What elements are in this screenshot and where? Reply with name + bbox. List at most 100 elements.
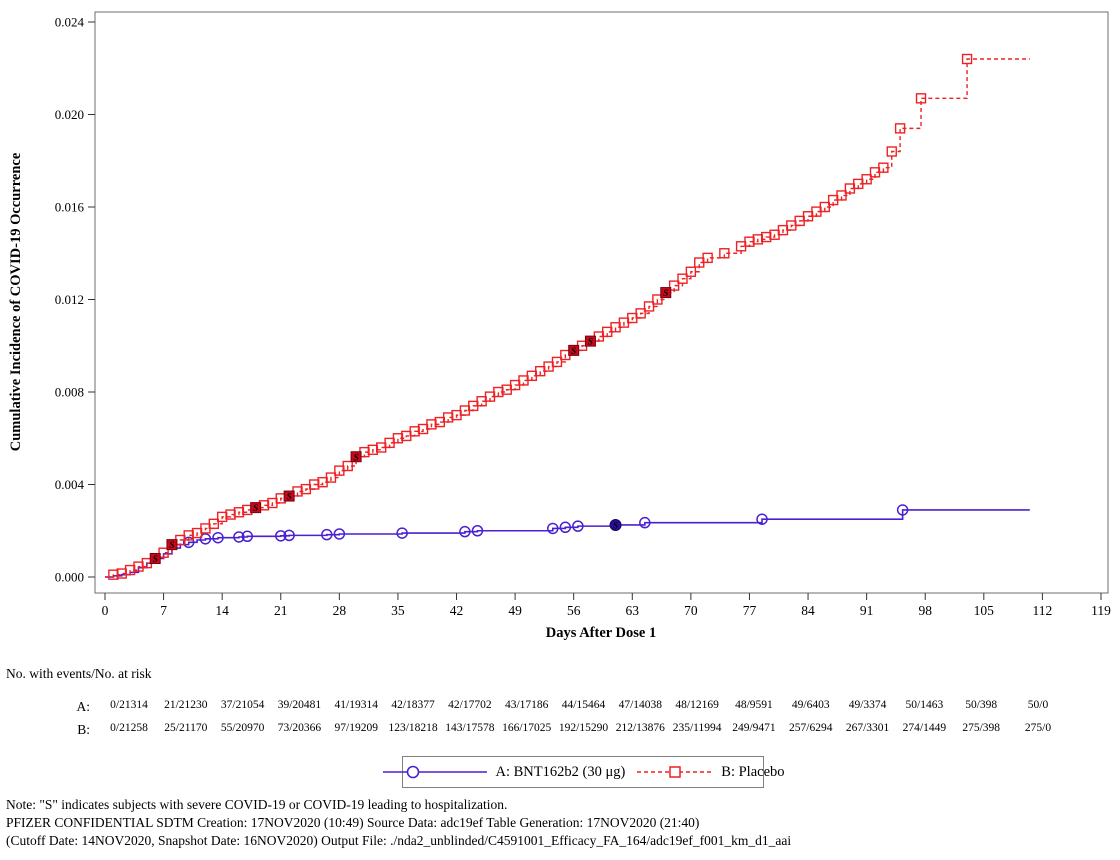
event-marker-square [668,280,680,291]
risk-value-A-12: 49/6403 [791,699,830,711]
risk-value-A-8: 44/15464 [561,699,606,711]
x-tick-label: 0 [102,603,109,618]
legend-label-b: B: Placebo [721,763,785,780]
severe-marker [568,344,580,356]
event-marker-square [635,308,646,319]
severe-marker [283,490,295,502]
severe-marker [350,451,362,463]
severe-marker-s-label: S [353,453,358,463]
severe-marker-s-label: S [153,555,158,565]
risk-value-A-10: 48/12169 [675,699,719,711]
x-tick-label: 21 [274,603,288,618]
risk-value-B-2: 55/20970 [220,722,265,734]
event-marker-circle [559,521,572,534]
legend-item-a: A: BNT162b2 (30 μg) [381,764,625,781]
x-tick-label: 7 [160,603,167,618]
severe-marker-s-label: S [286,493,291,503]
risk-value-B-4: 97/19209 [334,722,378,734]
risk-value-A-11: 48/9591 [735,699,773,711]
y-tick-label: 0.016 [55,200,85,215]
risk-value-B-5: 123/18218 [388,722,438,734]
event-marker-circle [212,531,224,544]
x-tick-label: 119 [1091,603,1111,618]
event-marker-square [719,248,730,259]
risk-value-B-12: 257/6294 [789,722,833,734]
severe-marker [250,502,262,514]
event-marker-circle [459,525,471,538]
severe-marker [660,287,672,299]
event-marker-square [878,162,889,173]
event-marker-square [652,294,663,305]
event-marker-square [861,174,872,185]
event-marker-square [677,273,688,284]
severe-marker-s-label: S [663,289,668,299]
event-marker-circle [639,516,651,529]
severe-marker-s-label: S [253,504,258,514]
risk-value-A-16: 50/0 [1027,699,1049,711]
curve-bnt162b2 [105,509,1030,578]
risk-value-B-3: 73/20366 [277,722,322,734]
risk-value-A-2: 37/21054 [220,699,265,711]
km-plot: 0.000 0.004 0.008 0.012 0.016 0.020 0.024 0 7 14 2… [8,11,1111,641]
risk-value-B-6: 143/17578 [445,722,495,734]
event-marker-circle [547,522,559,535]
risk-value-B-1: 25/21170 [164,722,208,734]
event-marker-circle [896,504,909,516]
severe-marker-s-label: S [169,541,174,551]
risk-value-A-13: 49/3374 [848,699,887,711]
risk-value-B-10: 235/11994 [672,722,722,734]
legend-line-b-icon [637,766,714,778]
event-marker-circle [471,525,484,537]
x-tick-label: 28 [333,603,347,618]
event-marker-circle [333,528,346,540]
risk-value-B-13: 267/3301 [845,722,890,734]
y-tick-label: 0.000 [55,570,84,585]
legend-line-a-icon [383,765,488,779]
event-marker-square [915,93,927,104]
risk-value-B-7: 166/17025 [502,722,552,734]
y-tick-label: 0.004 [55,477,85,492]
event-marker-square [342,460,353,472]
footnote-s-note: Note: "S" indicates subjects with severe… [6,797,508,812]
x-tick-label: 105 [974,603,995,618]
event-marker-square [702,252,713,264]
event-marker-circle [233,531,245,543]
risk-value-A-14: 50/1463 [905,699,944,711]
risk-value-B-14: 274/1449 [902,722,947,734]
event-marker-square [643,301,655,312]
axis-ticks: 0.000 0.004 0.008 0.012 0.016 0.020 0.024 0 7 14 2… [55,15,1111,619]
x-tick-label: 98 [918,603,932,618]
severe-marker [149,553,161,564]
x-tick-label: 42 [450,603,464,618]
event-marker-circle [756,513,768,525]
event-marker-circle [182,536,195,549]
x-tick-label: 63 [626,603,640,618]
event-marker-square [685,266,697,277]
risk-value-A-7: 43/17186 [504,699,549,711]
x-tick-label: 77 [743,603,757,618]
x-axis-title: Days After Dose 1 [546,625,656,641]
x-tick-label: 70 [684,603,698,618]
footnote-output-file: (Cutoff Date: 14NOV2020, Snapshot Date: … [6,833,792,848]
event-marker-square [819,201,830,213]
severe-marker [166,539,178,551]
y-tick-label: 0.008 [55,385,84,400]
event-marker-square [961,53,973,65]
risk-row-label-a: A: [76,699,91,714]
risk-value-A-6: 42/17702 [448,699,492,711]
legend-label-a: A: BNT162b2 (30 μg) [495,763,626,780]
risk-value-B-15: 275/398 [962,722,1001,734]
severe-marker [584,335,596,347]
risk-value-B-11: 249/9471 [732,722,776,734]
event-marker-circle [283,529,295,542]
risk-value-A-5: 42/18377 [391,699,435,711]
severe-marker-s-label: S [588,338,593,348]
x-tick-label: 56 [567,603,581,618]
risk-value-B-0: 0/21258 [110,722,148,734]
risk-row-label-b: B: [77,722,90,737]
risk-value-A-4: 41/19314 [334,699,378,711]
event-marker-circle [396,527,408,539]
risk-value-A-9: 47/14038 [618,699,663,711]
x-tick-label: 91 [860,603,874,618]
